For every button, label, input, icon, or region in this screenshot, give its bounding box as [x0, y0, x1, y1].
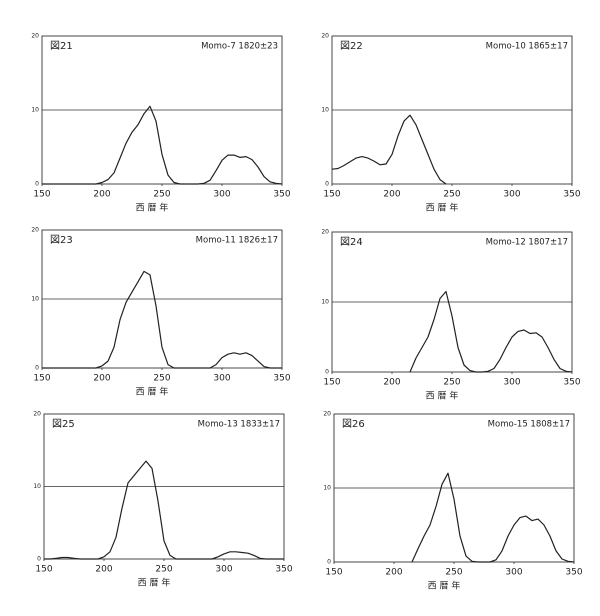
y-tick-label: 10 — [321, 107, 329, 114]
sample-label: Momo-13 1833±17 — [198, 420, 280, 430]
x-tick-label: 350 — [565, 568, 582, 578]
x-axis-label: 西 暦 年 — [426, 390, 459, 402]
figure-label: 図24 — [340, 236, 363, 248]
figure-label: 図22 — [340, 40, 363, 52]
curve — [42, 270, 282, 369]
x-tick-label: 300 — [503, 190, 520, 200]
x-tick-label: 300 — [213, 374, 230, 384]
sample-label: Momo-10 1865±17 — [486, 42, 568, 52]
y-tick-label: 20 — [33, 411, 41, 418]
x-tick-label: 250 — [445, 568, 462, 578]
sample-label: Momo-11 1826±17 — [196, 236, 278, 246]
figure-label: 図26 — [342, 418, 365, 430]
y-tick-label: 20 — [321, 33, 329, 40]
y-tick-label: 20 — [31, 227, 39, 234]
y-tick-label: 0 — [35, 365, 39, 372]
y-tick-label: 10 — [321, 299, 329, 306]
y-tick-label: 20 — [323, 411, 331, 418]
y-tick-label: 0 — [325, 369, 329, 376]
x-tick-label: 350 — [563, 378, 580, 388]
x-tick-label: 250 — [155, 565, 172, 575]
y-tick-label: 20 — [321, 229, 329, 236]
x-tick-label: 250 — [443, 190, 460, 200]
curve — [409, 290, 573, 373]
figure-label: 図23 — [50, 234, 73, 246]
x-tick-label: 350 — [563, 190, 580, 200]
x-tick-label: 150 — [323, 378, 340, 388]
x-tick-label: 200 — [385, 568, 402, 578]
x-tick-label: 350 — [273, 190, 290, 200]
x-axis-label: 西 暦 年 — [426, 202, 459, 214]
x-tick-label: 300 — [503, 378, 520, 388]
curve — [411, 472, 575, 563]
curve — [44, 460, 284, 560]
y-tick-label: 0 — [37, 556, 41, 563]
x-tick-label: 350 — [273, 374, 290, 384]
sample-label: Momo-7 1820±23 — [201, 42, 278, 52]
y-tick-label: 10 — [31, 296, 39, 303]
x-tick-label: 300 — [213, 190, 230, 200]
x-axis-label: 西 暦 年 — [136, 202, 169, 214]
curve — [331, 114, 447, 185]
x-tick-label: 250 — [443, 378, 460, 388]
x-tick-label: 200 — [95, 565, 112, 575]
x-tick-label: 250 — [153, 374, 170, 384]
x-tick-label: 150 — [325, 568, 342, 578]
x-tick-label: 150 — [33, 374, 50, 384]
sample-label: Momo-15 1808±17 — [488, 420, 570, 430]
x-axis-label: 西 暦 年 — [428, 580, 461, 592]
x-tick-label: 250 — [153, 190, 170, 200]
figure-label: 図21 — [50, 40, 73, 52]
curve — [42, 105, 283, 185]
y-tick-label: 10 — [33, 483, 41, 490]
y-tick-label: 0 — [35, 181, 39, 188]
x-tick-label: 300 — [505, 568, 522, 578]
y-tick-label: 0 — [325, 181, 329, 188]
x-tick-label: 200 — [383, 190, 400, 200]
y-tick-label: 0 — [327, 559, 331, 566]
x-tick-label: 150 — [323, 190, 340, 200]
x-tick-label: 200 — [383, 378, 400, 388]
sample-label: Momo-12 1807±17 — [486, 238, 568, 248]
x-tick-label: 150 — [35, 565, 52, 575]
y-tick-label: 10 — [323, 485, 331, 492]
x-tick-label: 200 — [93, 374, 110, 384]
y-tick-label: 10 — [31, 107, 39, 114]
x-tick-label: 150 — [33, 190, 50, 200]
x-axis-label: 西 暦 年 — [136, 386, 169, 398]
figure-label: 図25 — [52, 418, 75, 430]
y-tick-label: 20 — [31, 33, 39, 40]
x-tick-label: 200 — [93, 190, 110, 200]
x-axis-label: 西 暦 年 — [138, 577, 171, 589]
x-tick-label: 300 — [215, 565, 232, 575]
x-tick-label: 350 — [275, 565, 292, 575]
